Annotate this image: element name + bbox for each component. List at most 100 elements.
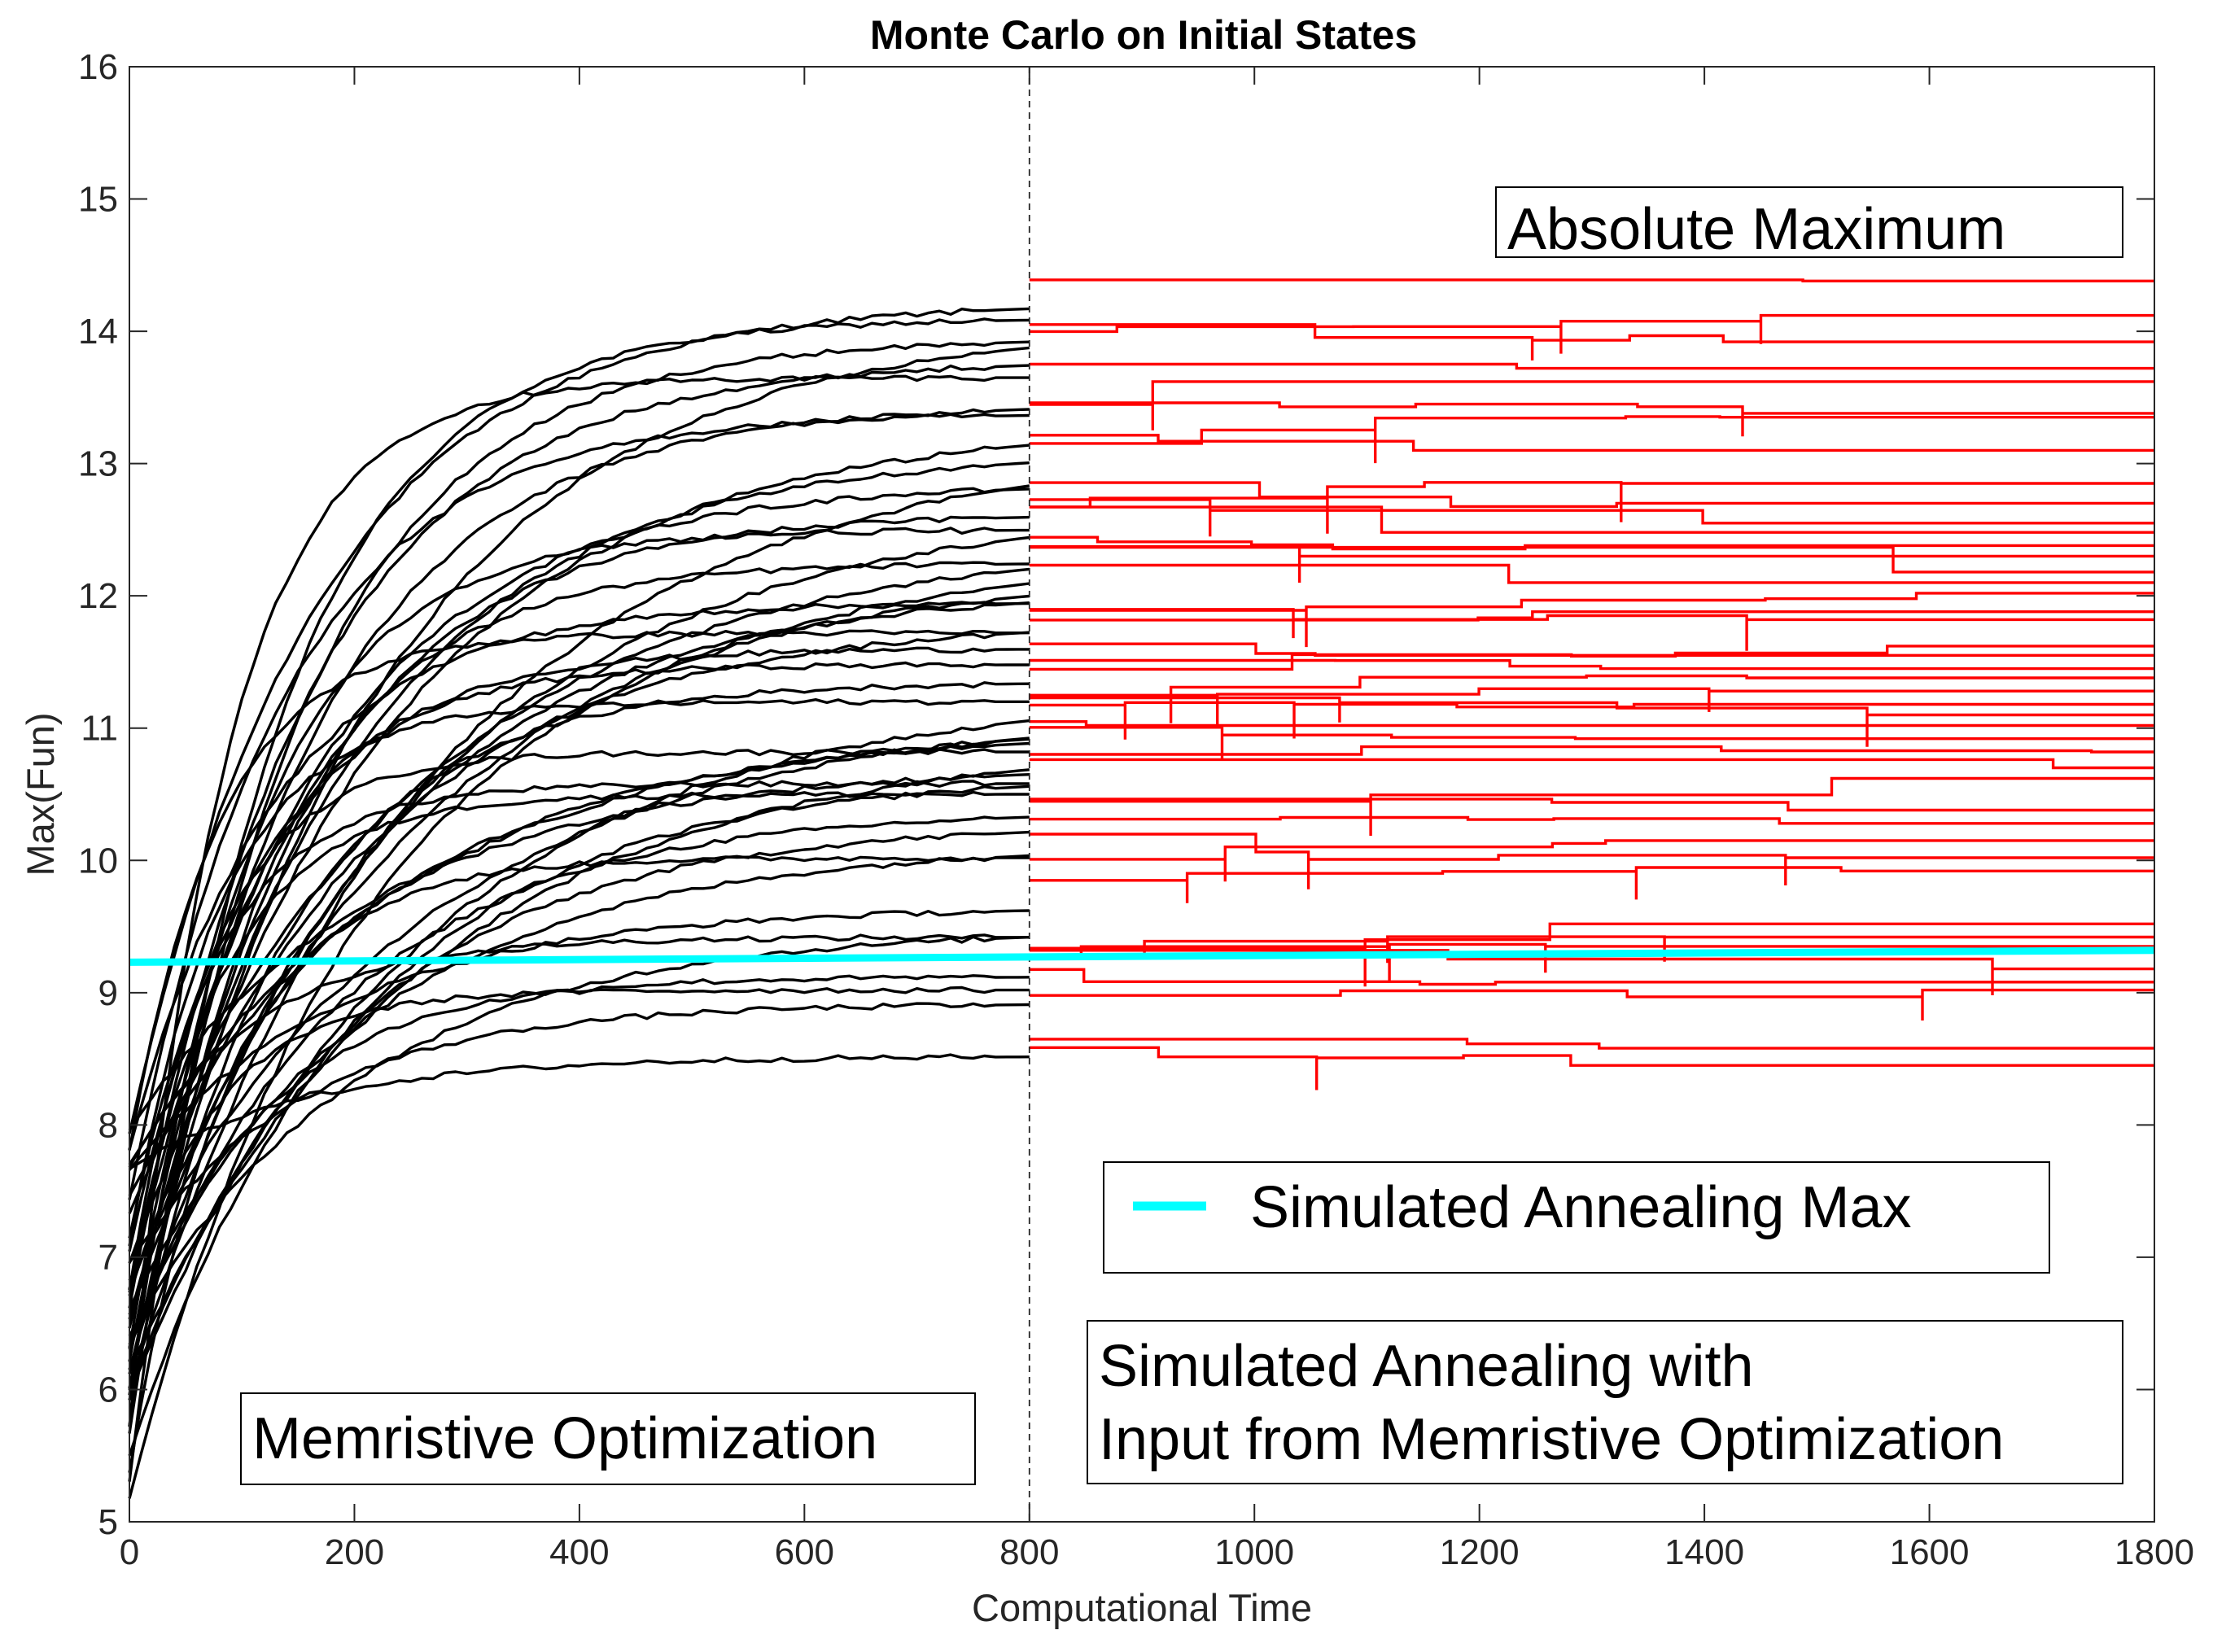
y-tick-label: 11 [81, 709, 118, 749]
chart-title: Monte Carlo on Initial States [870, 12, 1417, 58]
x-tick-label: 1600 [1890, 1532, 1970, 1572]
memristive-curve [128, 741, 1030, 1197]
annealing-curve [1029, 1038, 2154, 1050]
annealing-curve [1029, 608, 2154, 651]
annotation-annealing: Simulated Annealing with Input from Memr… [1087, 1320, 2123, 1484]
y-tick-label: 9 [98, 973, 118, 1013]
memristive-curve [128, 461, 1030, 1329]
memristive-curve [128, 815, 1030, 1345]
memristive-curve [128, 1002, 1030, 1264]
y-tick-label: 8 [98, 1105, 118, 1145]
memristive-curve [128, 567, 1030, 1214]
annealing-curve [1029, 1046, 2154, 1090]
memristive-curve [128, 408, 1030, 1362]
sa-max-line [129, 946, 2155, 966]
memristive-curve [128, 317, 1030, 1482]
ticks-layer: 0 200 400 600 800 1000 1200 1400 1600 1800 5 6 7 8 9 10… [78, 47, 2194, 1572]
annealing-curve [1029, 642, 2154, 657]
annotation-absolute-maximum-text: Absolute Maximum [1507, 197, 2005, 262]
annealing-curve [1029, 563, 2154, 584]
memristive-curve [128, 646, 1030, 1252]
memristive-curve [128, 784, 1030, 1457]
memristive-curve [128, 909, 1030, 1171]
annealing-curve [1029, 687, 2154, 728]
y-axis-label: Max(Fun) [19, 712, 62, 876]
memristive-curve [128, 855, 1030, 1473]
annealing-curve [1029, 505, 2154, 534]
annealing-curve [1029, 745, 2154, 756]
y-tick-label: 16 [78, 47, 118, 87]
annealing-curve [1029, 935, 2154, 964]
annotation-annealing-line1: Simulated Annealing with [1099, 1334, 1754, 1399]
x-tick-label: 1000 [1214, 1532, 1294, 1572]
x-tick-label: 1400 [1664, 1532, 1744, 1572]
x-axis-label: Computational Time [972, 1586, 1312, 1629]
memristive-curve [128, 601, 1030, 1151]
annealing-curve [1029, 942, 2154, 981]
memristive-curve [128, 340, 1030, 1434]
memristive-curve [128, 986, 1030, 1296]
memristive-curve [128, 681, 1030, 1401]
annealing-curve [1029, 658, 2154, 671]
y-tick-label: 13 [78, 444, 118, 484]
x-tick-label: 0 [120, 1532, 139, 1572]
y-tick-label: 7 [98, 1238, 118, 1278]
annealing-curve [1029, 481, 2154, 534]
memristive-curve [128, 413, 1030, 1200]
memristive-curve [128, 737, 1030, 1166]
annealing-curve [1029, 592, 2154, 648]
annealing-curve [1029, 866, 2154, 903]
legend-label: Simulated Annealing Max [1250, 1175, 1912, 1240]
memristive-curve [128, 484, 1030, 1390]
annealing-curve [1029, 401, 2154, 437]
annealing-curve [1029, 798, 2154, 812]
annealing-curve [1029, 720, 2154, 728]
y-tick-label: 6 [98, 1370, 118, 1409]
memristive-curve [128, 535, 1030, 1316]
x-tick-label: 1800 [2115, 1532, 2194, 1572]
annotation-absolute-maximum: Absolute Maximum [1495, 186, 2123, 262]
memristive-curve [128, 561, 1030, 1427]
annealing-curve [1029, 545, 2154, 574]
overlay-layer [129, 67, 2155, 1522]
y-tick-label: 10 [78, 841, 118, 881]
memristive-curve [128, 444, 1030, 1320]
plot-frame [129, 66, 2155, 1523]
memristive-curve [128, 527, 1030, 1396]
annealing-curve [1029, 696, 2154, 747]
series-layer [128, 278, 2154, 1499]
annealing-curve [1029, 758, 2154, 770]
annealing-curve [1029, 839, 2154, 882]
x-tick-label: 600 [775, 1532, 834, 1572]
y-tick-label: 15 [78, 180, 118, 220]
x-tick-label: 800 [999, 1532, 1059, 1572]
memristive-curve [128, 790, 1030, 1290]
memristive-curve [129, 1053, 1030, 1170]
memristive-curve [128, 698, 1030, 1247]
annealing-curve [1029, 380, 2154, 430]
memristive-curve [128, 780, 1030, 1239]
memristive-curve [128, 374, 1030, 1427]
annealing-curve [1029, 968, 2154, 986]
memristive-curve [128, 935, 1030, 1337]
annealing-curve [1029, 988, 2154, 1020]
memristive-curve [128, 364, 1030, 1309]
annealing-curve [1029, 323, 2154, 361]
annealing-curve [1029, 415, 2154, 464]
legend: Simulated Annealing Max [1103, 1161, 2050, 1274]
memristive-curve [128, 594, 1030, 1499]
memristive-curve [128, 830, 1030, 1392]
x-tick-label: 1200 [1440, 1532, 1520, 1572]
memristive-curve [128, 629, 1030, 1151]
annotation-memristive-text: Memristive Optimization [252, 1406, 877, 1471]
y-tick-label: 14 [78, 312, 118, 352]
y-tick-label: 5 [98, 1502, 118, 1542]
annealing-curve [1029, 278, 2154, 282]
annotation-memristive: Memristive Optimization [240, 1392, 976, 1485]
memristive-curve [128, 933, 1030, 1169]
x-tick-label: 400 [549, 1532, 609, 1572]
annotation-annealing-line2: Input from Memristive Optimization [1099, 1407, 2004, 1472]
annealing-curve [1029, 726, 2154, 761]
memristive-curve [128, 307, 1030, 1134]
memristive-curve [128, 974, 1030, 1350]
